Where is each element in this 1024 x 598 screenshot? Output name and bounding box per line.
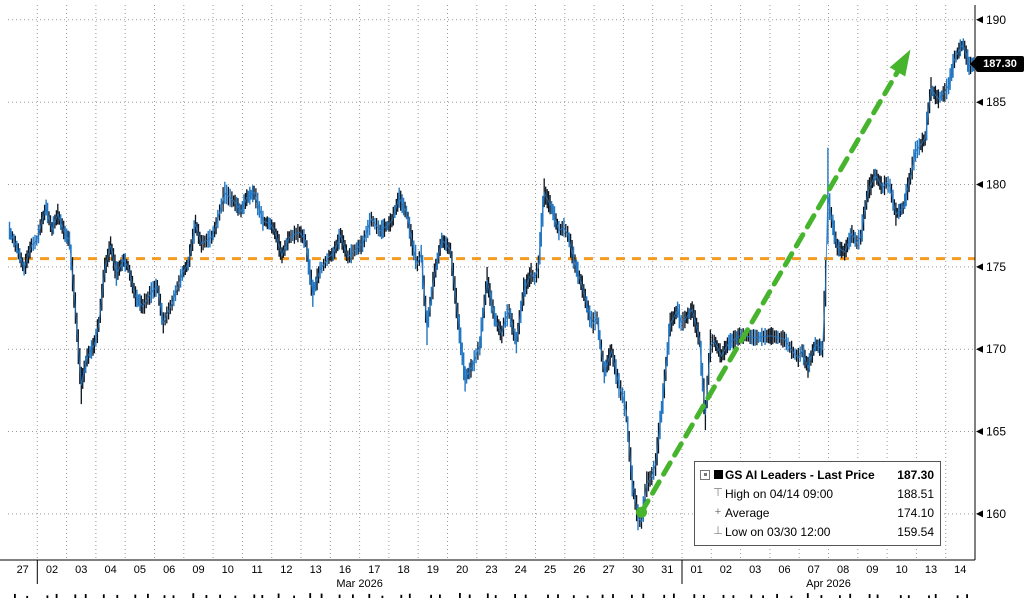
svg-text:31: 31 — [661, 564, 673, 576]
svg-text:165: 165 — [986, 425, 1006, 439]
legend-toggle-slot — [699, 469, 711, 480]
x-axis-labels: 27 02 03 04 05 06 09 10 11 12 13 16 17 18 19 20 23 24 25 26… — [17, 564, 967, 576]
y-axis-labels: 190 185 180 175 170 165 160 — [976, 13, 1006, 521]
legend-average-label: Average — [725, 505, 770, 520]
svg-text:24: 24 — [515, 564, 527, 576]
legend-collapse-toggle[interactable] — [700, 469, 710, 480]
svg-text:30: 30 — [632, 564, 644, 576]
last-price-badge: 187.30 — [970, 56, 1024, 72]
trend-arrow — [636, 49, 911, 518]
svg-text:13: 13 — [925, 564, 937, 576]
svg-text:10: 10 — [222, 564, 234, 576]
svg-text:02: 02 — [720, 564, 732, 576]
series-swatch-icon — [713, 470, 723, 479]
legend-row-series: GS AI Leaders - Last Price 187.30 — [699, 465, 934, 484]
svg-text:02: 02 — [46, 564, 58, 576]
svg-text:05: 05 — [134, 564, 146, 576]
svg-text:27: 27 — [603, 564, 615, 576]
svg-text:12: 12 — [280, 564, 292, 576]
svg-text:Apr 2026: Apr 2026 — [806, 578, 851, 590]
svg-text:10: 10 — [896, 564, 908, 576]
chart-legend: GS AI Leaders - Last Price 187.30 ⊤ High… — [694, 461, 941, 546]
low-marker-icon: ⊥ — [713, 525, 723, 537]
svg-text:17: 17 — [368, 564, 380, 576]
legend-low-value: 159.54 — [897, 524, 934, 539]
svg-text:13: 13 — [310, 564, 322, 576]
svg-text:09: 09 — [192, 564, 204, 576]
grid-lines — [8, 5, 975, 560]
svg-text:190: 190 — [986, 13, 1006, 27]
svg-text:185: 185 — [986, 95, 1006, 109]
month-labels: Mar 2026 Apr 2026 — [336, 578, 850, 590]
legend-high-label: High on 04/14 09:00 — [725, 486, 834, 501]
svg-text:180: 180 — [986, 178, 1006, 192]
legend-row-average: + Average 174.10 — [699, 503, 934, 522]
svg-text:27: 27 — [17, 564, 29, 576]
series-swatch-slot — [711, 470, 725, 479]
svg-text:25: 25 — [544, 564, 556, 576]
svg-text:01: 01 — [690, 564, 702, 576]
svg-text:23: 23 — [485, 564, 497, 576]
cropped-lower-panel — [14, 593, 968, 598]
legend-low-label: Low on 03/30 12:00 — [725, 524, 831, 539]
svg-text:03: 03 — [75, 564, 87, 576]
legend-row-low: ⊥ Low on 03/30 12:00 159.54 — [699, 522, 934, 541]
svg-text:08: 08 — [837, 564, 849, 576]
high-marker-icon: ⊤ — [713, 487, 723, 499]
axes — [0, 5, 976, 584]
svg-text:06: 06 — [163, 564, 175, 576]
svg-text:16: 16 — [339, 564, 351, 576]
svg-text:04: 04 — [104, 564, 116, 576]
svg-text:14: 14 — [954, 564, 966, 576]
svg-text:26: 26 — [573, 564, 585, 576]
svg-text:11: 11 — [251, 564, 262, 576]
svg-text:19: 19 — [427, 564, 439, 576]
svg-text:09: 09 — [866, 564, 878, 576]
svg-text:175: 175 — [986, 260, 1006, 274]
legend-series-value: 187.30 — [897, 467, 934, 482]
legend-toggle-dot-icon — [703, 473, 707, 476]
svg-text:03: 03 — [749, 564, 761, 576]
svg-text:160: 160 — [986, 507, 1006, 521]
legend-average-value: 174.10 — [897, 505, 934, 520]
legend-series-label: GS AI Leaders - Last Price — [725, 467, 875, 482]
svg-text:18: 18 — [397, 564, 409, 576]
svg-text:Mar 2026: Mar 2026 — [336, 578, 382, 590]
price-series — [8, 38, 975, 531]
svg-text:170: 170 — [986, 342, 1006, 356]
legend-high-value: 188.51 — [897, 486, 934, 501]
svg-text:06: 06 — [778, 564, 790, 576]
svg-text:20: 20 — [456, 564, 468, 576]
legend-row-high: ⊤ High on 04/14 09:00 188.51 — [699, 484, 934, 503]
svg-text:07: 07 — [808, 564, 820, 576]
average-marker-icon: + — [714, 506, 722, 518]
